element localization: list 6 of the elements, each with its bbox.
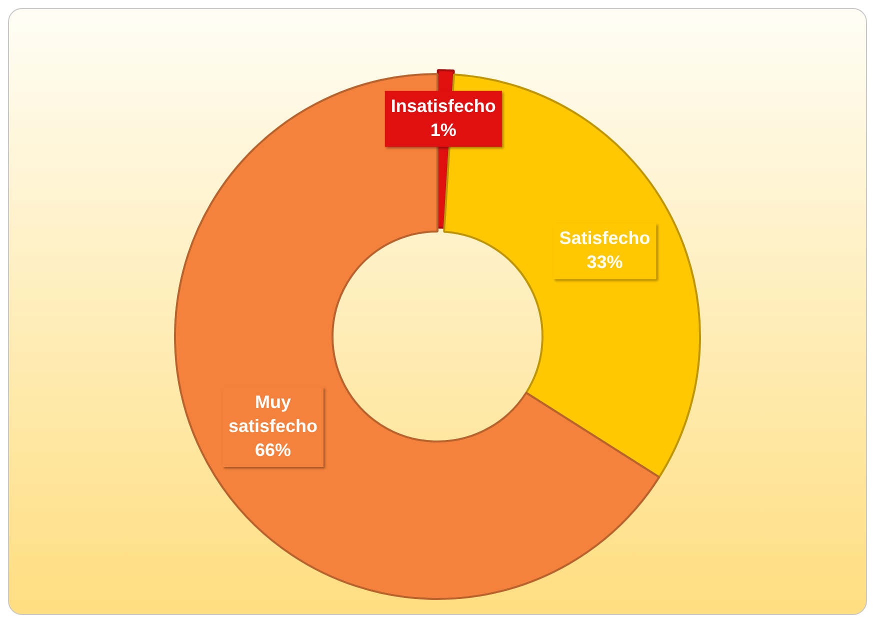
- slice-label: Satisfecho: [559, 228, 650, 248]
- data-label: 33%: [586, 252, 623, 272]
- slice-label: Insatisfecho: [390, 96, 496, 116]
- data-label: 66%: [254, 440, 291, 460]
- slice-label: Muy satisfecho: [228, 392, 318, 436]
- data-label: 1%: [430, 120, 456, 140]
